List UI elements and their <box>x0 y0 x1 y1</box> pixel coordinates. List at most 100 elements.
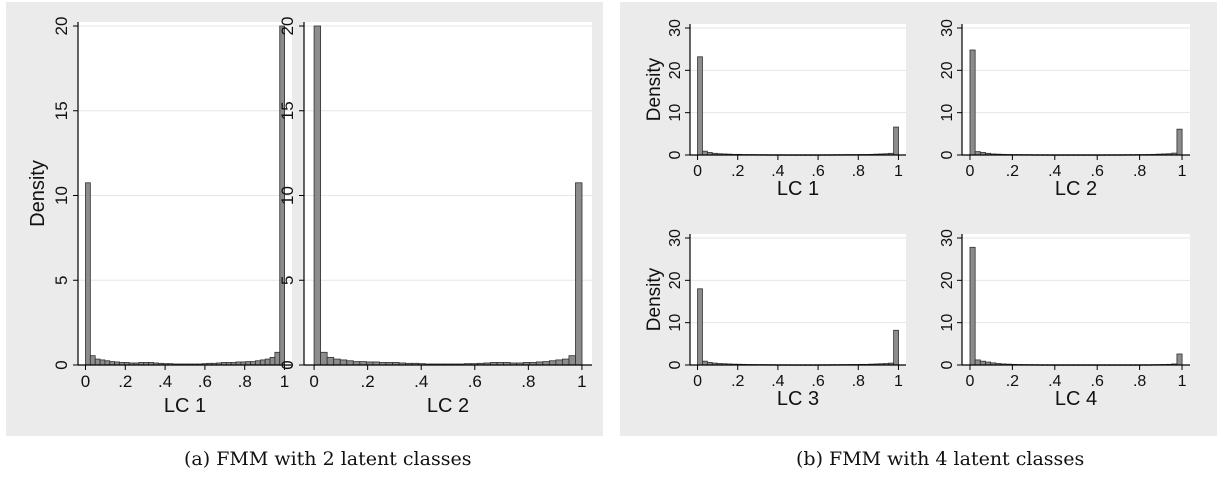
chart-4-x-tick-label: .2 <box>1006 163 1019 180</box>
chart-2-y-tick-label: 5 <box>278 276 297 285</box>
chart-1-x-tick-label: .2 <box>118 372 132 391</box>
chart-1-x-tick-label: .8 <box>238 372 252 391</box>
chart-2-bar <box>568 355 576 366</box>
chart-6-x-tick-label: .2 <box>1006 373 1019 390</box>
chart-3-y-tick-label: 30 <box>667 19 684 37</box>
chart-1-bar <box>89 355 96 366</box>
chart-6-x-tick-label: .4 <box>1048 373 1061 390</box>
chart-3-y-tick-label: 10 <box>667 104 684 122</box>
chart-4-bar <box>969 49 976 156</box>
chart-2-bar <box>575 182 583 366</box>
chart-1-bar <box>255 360 261 366</box>
chart-6-bar <box>969 246 976 366</box>
chart-3-x-tick-label: .4 <box>771 163 784 180</box>
chart-1-y-tick-label: 15 <box>52 101 71 120</box>
chart-1-bar <box>85 182 91 366</box>
chart-3-x-tick-label: .6 <box>811 163 824 180</box>
chart-4-y-tick-label: 30 <box>939 19 956 37</box>
chart-4-y-tick-label: 20 <box>939 61 956 79</box>
chart-3-x-tick-label: 0 <box>693 163 702 180</box>
chart-3-x-tick-label: .2 <box>731 163 744 180</box>
chart-2-y-tick-label: 0 <box>278 360 297 369</box>
chart-1-y-tick-label: 10 <box>52 186 71 205</box>
chart-2-x-tick-label: .2 <box>361 372 375 391</box>
chart-4-y-tick-label: 0 <box>939 150 956 159</box>
chart-3-x-tick-label: 1 <box>894 163 903 180</box>
chart-5-x-tick-label: 0 <box>693 373 702 390</box>
caption-b: (b) FMM with 4 latent classes <box>796 448 1085 470</box>
chart-4-y-tick-label: 10 <box>939 104 956 122</box>
chart-2-x-axis-title: LC 2 <box>427 395 469 417</box>
chart-1-plot-area <box>78 22 292 365</box>
chart-2-bar <box>326 356 335 366</box>
chart-6-x-tick-label: 1 <box>1178 373 1187 390</box>
chart-5-plot-area <box>690 234 906 365</box>
chart-1-x-axis-title: LC 1 <box>164 395 206 417</box>
chart-2-bar <box>346 360 354 366</box>
chart-4-x-tick-label: .8 <box>1133 163 1146 180</box>
chart-3-plot-area <box>690 24 906 155</box>
chart-5-x-tick-label: 1 <box>894 373 903 390</box>
chart-6-x-tick-label: 0 <box>966 373 975 390</box>
chart-1-bar <box>259 359 266 366</box>
chart-6-y-tick-label: 20 <box>939 271 956 289</box>
caption-a: (a) FMM with 2 latent classes <box>184 448 472 470</box>
chart-5-x-axis-title: LC 3 <box>777 388 819 410</box>
chart-3-y-tick-label: 20 <box>667 61 684 79</box>
chart-6-plot-area <box>962 234 1190 365</box>
chart-2-x-tick-label: .4 <box>414 372 428 391</box>
chart-6-y-tick-label: 10 <box>939 314 956 332</box>
chart-5-y-tick-label: 30 <box>667 229 684 247</box>
chart-6-y-tick-label: 30 <box>939 229 956 247</box>
chart-4-plot-area <box>962 24 1190 155</box>
chart-1-x-tick-label: 0 <box>81 372 90 391</box>
chart-6-x-tick-label: .6 <box>1091 373 1104 390</box>
chart-6-x-axis-title: LC 4 <box>1055 388 1097 410</box>
chart-3-x-axis-title: LC 1 <box>777 178 819 200</box>
chart-5-x-tick-label: .8 <box>852 373 865 390</box>
chart-1-bar <box>99 359 106 366</box>
chart-2-y-tick-label: 10 <box>278 186 297 205</box>
chart-2-plot-area <box>304 22 592 365</box>
chart-6-bar <box>974 359 981 366</box>
chart-1-y-tick-label: 20 <box>52 17 71 36</box>
chart-2-x-tick-label: .6 <box>468 372 482 391</box>
chart-4-x-tick-label: 0 <box>966 163 975 180</box>
chart-4-x-tick-label: 1 <box>1178 163 1187 180</box>
chart-2-bar <box>555 359 563 366</box>
chart-3-y-tick-label: 0 <box>667 150 684 159</box>
chart-2-bar <box>548 360 557 366</box>
chart-1-y-axis-title: Density <box>27 160 49 227</box>
chart-2-bar <box>333 358 341 366</box>
chart-1-bar <box>264 358 271 366</box>
chart-2-bar <box>339 359 348 366</box>
chart-5-y-tick-label: 20 <box>667 271 684 289</box>
chart-2-bar <box>313 25 322 366</box>
chart-5-x-tick-label: .2 <box>731 373 744 390</box>
chart-2-y-tick-label: 15 <box>278 101 297 120</box>
chart-1-bar <box>94 358 101 366</box>
chart-5-bar <box>893 329 899 366</box>
chart-3-bar <box>893 126 899 156</box>
chart-5-bar <box>697 288 703 366</box>
chart-4-bar <box>1176 128 1183 156</box>
chart-2-y-tick-label: 20 <box>278 17 297 36</box>
chart-1-x-tick-label: .6 <box>198 372 212 391</box>
chart-4-x-tick-label: .4 <box>1048 163 1061 180</box>
chart-1-x-tick-label: 1 <box>280 372 289 391</box>
chart-6-x-tick-label: .8 <box>1133 373 1146 390</box>
chart-2-bar <box>320 351 328 366</box>
chart-5-y-tick-label: 10 <box>667 314 684 332</box>
chart-4-x-axis-title: LC 2 <box>1055 178 1097 200</box>
chart-2-bar <box>562 358 570 366</box>
chart-6-y-tick-label: 0 <box>939 360 956 369</box>
chart-2-x-tick-label: 0 <box>309 372 318 391</box>
chart-5-x-tick-label: .4 <box>771 373 784 390</box>
chart-1-x-tick-label: .4 <box>158 372 172 391</box>
chart-5-y-axis-title: Density <box>644 267 665 331</box>
chart-3-y-axis-title: Density <box>644 57 665 121</box>
chart-2-x-tick-label: .8 <box>521 372 535 391</box>
chart-5-y-tick-label: 0 <box>667 360 684 369</box>
chart-5-x-tick-label: .6 <box>811 373 824 390</box>
